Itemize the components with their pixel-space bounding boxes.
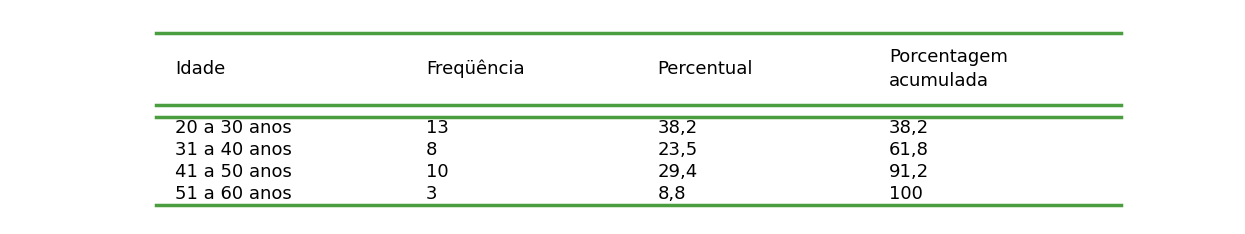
Text: 8: 8 xyxy=(426,141,437,159)
Text: 31 a 40 anos: 31 a 40 anos xyxy=(174,141,291,159)
Text: Percentual: Percentual xyxy=(657,60,753,78)
Text: 10: 10 xyxy=(426,163,448,181)
Text: 13: 13 xyxy=(426,119,448,137)
Text: 51 a 60 anos: 51 a 60 anos xyxy=(174,185,291,203)
Text: 29,4: 29,4 xyxy=(657,163,697,181)
Text: 3: 3 xyxy=(426,185,437,203)
Text: Porcentagem
acumulada: Porcentagem acumulada xyxy=(889,48,1007,90)
Text: 20 a 30 anos: 20 a 30 anos xyxy=(174,119,291,137)
Text: 38,2: 38,2 xyxy=(889,119,929,137)
Text: Freqüência: Freqüência xyxy=(426,60,524,78)
Text: 8,8: 8,8 xyxy=(657,185,686,203)
Text: 41 a 50 anos: 41 a 50 anos xyxy=(174,163,291,181)
Text: 91,2: 91,2 xyxy=(889,163,929,181)
Text: Idade: Idade xyxy=(174,60,225,78)
Text: 23,5: 23,5 xyxy=(657,141,697,159)
Text: 61,8: 61,8 xyxy=(889,141,929,159)
Text: 100: 100 xyxy=(889,185,923,203)
Text: 38,2: 38,2 xyxy=(657,119,697,137)
